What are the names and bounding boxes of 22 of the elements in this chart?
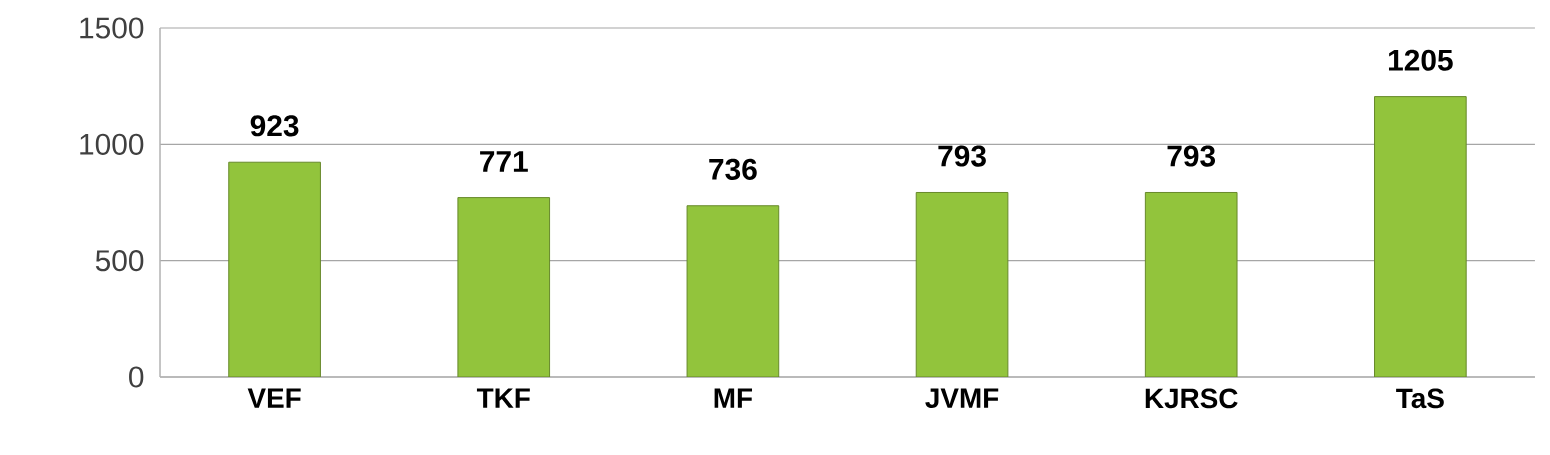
y-tick-label: 1500 — [80, 17, 144, 39]
x-tick-label: MF — [714, 388, 753, 408]
data-label: 771 — [480, 151, 528, 172]
data-label: 923 — [250, 115, 299, 137]
y-tick-label: 0 — [129, 366, 144, 388]
y-tick-label: 1000 — [80, 133, 144, 155]
x-tick-label: KJRSC — [1145, 388, 1238, 409]
bar — [1374, 96, 1467, 377]
bar — [228, 161, 321, 377]
data-label: 736 — [709, 158, 757, 180]
data-label: 793 — [938, 145, 986, 167]
x-tick-label: JVMF — [925, 388, 999, 408]
x-tick-label: TKF — [476, 388, 530, 408]
bar — [1144, 191, 1238, 377]
x-tick-label: VEF — [247, 388, 301, 408]
x-tick-label: TaS — [1396, 388, 1444, 409]
bar — [686, 205, 780, 377]
bar — [457, 197, 551, 377]
y-tick-label: 500 — [95, 250, 144, 272]
data-label: 793 — [1167, 145, 1216, 167]
data-label: 1205 — [1388, 49, 1453, 71]
bar — [915, 191, 1009, 377]
